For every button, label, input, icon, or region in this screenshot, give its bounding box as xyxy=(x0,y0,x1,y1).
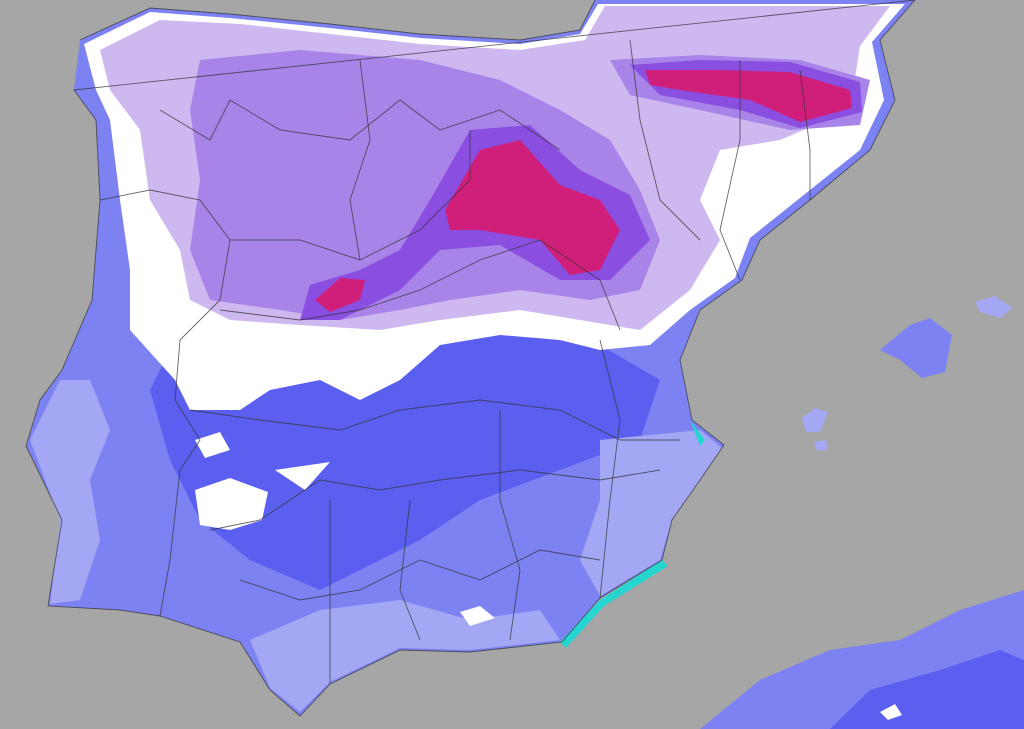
coldest-zone-gredos xyxy=(315,278,365,312)
coast-warm-fringe-east xyxy=(690,420,705,446)
menorca xyxy=(975,296,1012,318)
blue-light-zone-south xyxy=(250,600,560,712)
north-africa-white-patch xyxy=(880,704,902,720)
coast-warm-fringe xyxy=(560,560,668,648)
north-africa-dark xyxy=(830,650,1024,729)
blue-light-zone-southeast xyxy=(580,430,722,596)
coldest-zone-pyrenees xyxy=(645,70,852,122)
coldest-zone-central xyxy=(445,140,620,275)
near-zero-patch xyxy=(275,462,330,490)
near-zero-patch xyxy=(195,432,230,458)
mallorca xyxy=(880,318,952,378)
formentera xyxy=(814,440,828,450)
ibiza xyxy=(802,408,828,432)
blue-light-zone-portugal xyxy=(30,380,110,604)
near-zero-patch xyxy=(195,478,268,530)
province-borders xyxy=(25,0,916,717)
near-zero-patch xyxy=(460,606,495,626)
